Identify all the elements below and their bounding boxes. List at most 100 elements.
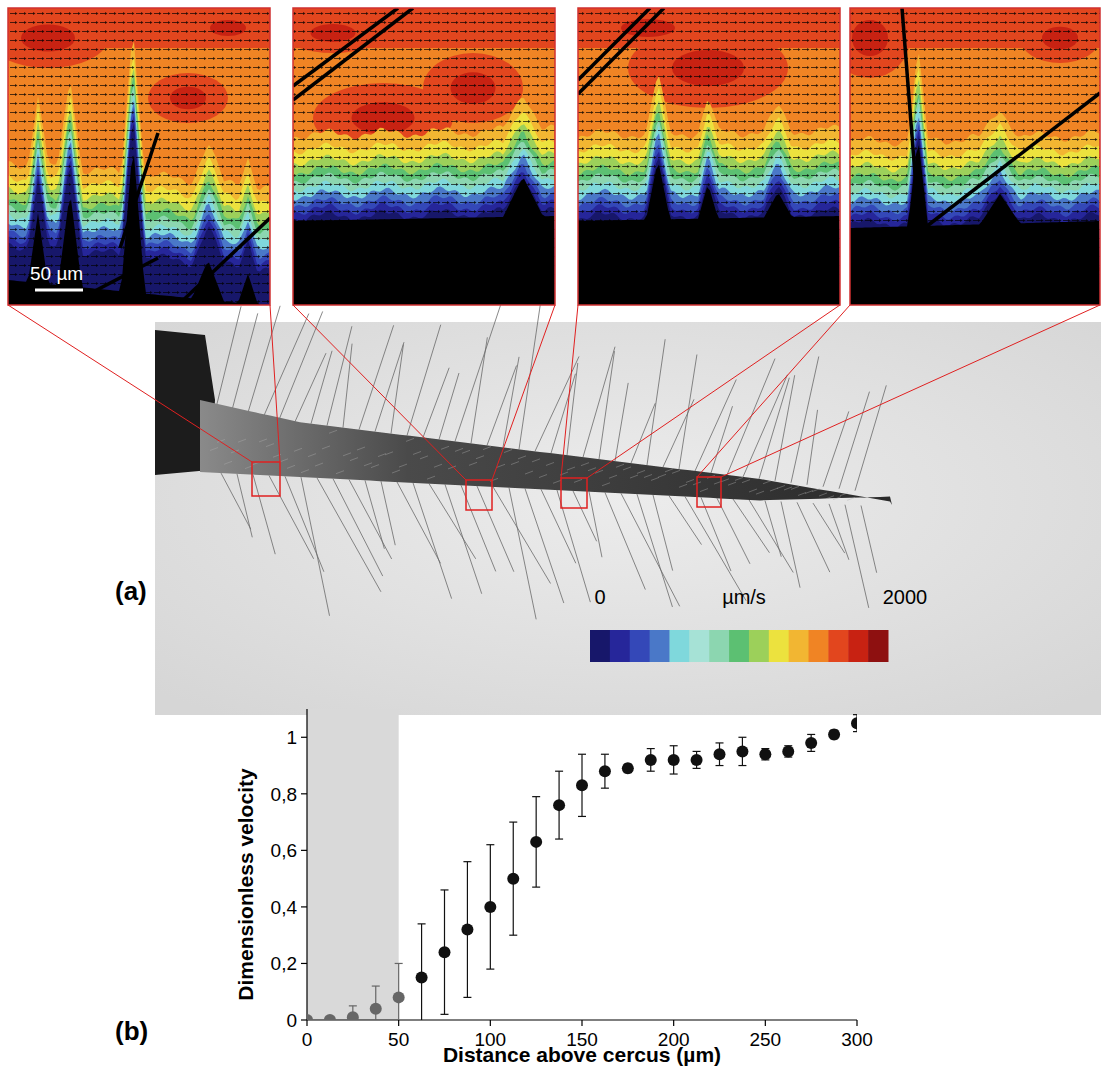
colorbar-swatch (709, 630, 729, 662)
data-point (599, 765, 611, 777)
connector (587, 305, 840, 478)
data-marks (307, 715, 857, 1020)
x-tick (490, 1020, 491, 1026)
y-tick (301, 850, 307, 851)
connector (697, 305, 850, 477)
hair (749, 500, 793, 573)
hair (845, 505, 869, 608)
panel-frame (850, 8, 1100, 305)
colorbar-swatch (828, 630, 848, 662)
hair (605, 493, 645, 590)
hair (509, 488, 536, 620)
texture (238, 439, 246, 442)
texture (427, 476, 435, 479)
hair (285, 476, 324, 571)
cercus-surface (8, 155, 270, 305)
texture (357, 447, 365, 450)
data-point (759, 748, 771, 760)
texture (735, 477, 743, 480)
hair (861, 506, 877, 573)
error-bar-cap (486, 969, 494, 970)
data-point (668, 754, 680, 766)
error-bar-cap (670, 745, 678, 746)
hair (717, 498, 750, 564)
colorbar-swatch (610, 630, 630, 662)
y-tick (301, 906, 307, 907)
hair (711, 406, 733, 473)
texture (700, 489, 708, 492)
error-bar-cap (807, 751, 815, 752)
texture (434, 464, 442, 467)
texture (833, 497, 841, 500)
error-bar-cap (647, 748, 655, 749)
x-tick-label: 300 (841, 1029, 873, 1050)
photo-background (155, 322, 1101, 715)
connector (8, 305, 252, 462)
texture (770, 488, 778, 491)
hair (413, 483, 452, 599)
hair (455, 305, 501, 441)
hair (439, 373, 459, 439)
y-tick-label: 0 (286, 1010, 297, 1031)
hair (1060, 268, 1100, 305)
error-bar-cap (738, 737, 746, 738)
hair (791, 356, 819, 482)
texture (371, 465, 379, 468)
texture (504, 450, 512, 453)
texture (819, 493, 827, 496)
x-tick (856, 1020, 857, 1026)
data-point (393, 991, 405, 1003)
error-bar-cap (349, 1005, 357, 1006)
hair (535, 356, 579, 451)
error-bar-cap (418, 923, 426, 924)
hair (589, 492, 602, 557)
hair (807, 410, 818, 485)
y-tick (301, 1019, 307, 1020)
texture (609, 475, 617, 478)
hair (775, 375, 795, 481)
velocity-field (578, 8, 840, 305)
hair (621, 493, 680, 606)
error-bar-cap (509, 821, 517, 822)
texture (518, 456, 526, 459)
hair (781, 501, 800, 587)
colorbar-swatch (650, 630, 670, 662)
texture (385, 452, 393, 455)
y-tick (301, 793, 307, 794)
texture (581, 463, 589, 466)
data-point (714, 748, 726, 760)
data-point (828, 728, 840, 740)
connector (721, 305, 1100, 477)
hair (813, 503, 845, 553)
hair (253, 475, 275, 554)
y-axis (306, 709, 307, 1020)
zoom-box (561, 478, 587, 508)
error-bar-cap (716, 742, 724, 743)
error-bar-cap (601, 788, 609, 789)
error-bar-cap (532, 796, 540, 797)
y-tick-label: 0,6 (271, 840, 297, 861)
data-point (851, 717, 857, 729)
hair (381, 481, 395, 545)
texture (511, 462, 519, 465)
texture (413, 451, 421, 454)
hair (487, 366, 517, 446)
velocity-field (850, 8, 1100, 305)
error-bar-cap (716, 765, 724, 766)
texture (665, 469, 673, 472)
y-tick-label: 1 (286, 727, 297, 748)
texture (644, 474, 652, 477)
colorbar-swatch (590, 630, 610, 662)
texture (840, 493, 848, 496)
hair (247, 306, 280, 416)
texture (588, 468, 596, 471)
connector (492, 305, 555, 480)
texture (812, 489, 820, 492)
velocity-vectors (578, 8, 840, 305)
texture (280, 459, 288, 462)
hair (215, 306, 241, 412)
data-point (370, 1003, 382, 1015)
texture (525, 471, 533, 474)
texture (616, 464, 624, 467)
texture (728, 482, 736, 485)
